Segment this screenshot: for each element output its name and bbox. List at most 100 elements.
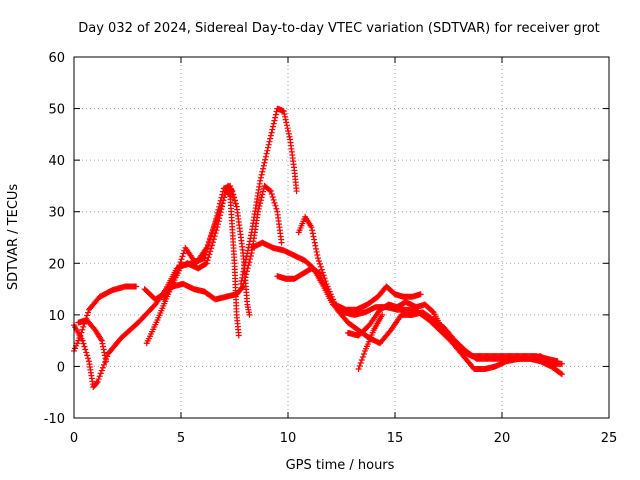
series-track-k xyxy=(344,298,565,373)
data-point xyxy=(205,238,212,245)
data-point xyxy=(232,200,239,207)
series-track-f xyxy=(160,182,240,303)
data-point xyxy=(98,367,105,374)
data-point xyxy=(270,120,277,127)
data-point xyxy=(93,379,100,386)
data-point xyxy=(284,125,291,132)
data-point xyxy=(308,224,315,231)
data-point xyxy=(356,362,363,369)
data-point xyxy=(258,171,265,178)
data-point xyxy=(309,230,316,237)
data-point xyxy=(83,349,90,356)
data-point xyxy=(80,340,87,347)
data-point xyxy=(235,332,242,339)
data-point xyxy=(273,205,280,212)
data-point xyxy=(237,280,244,287)
data-point xyxy=(81,343,88,350)
data-point xyxy=(267,135,274,142)
data-point xyxy=(265,141,272,148)
data-point xyxy=(207,232,214,239)
data-point xyxy=(238,277,245,284)
data-point xyxy=(212,220,219,227)
data-point xyxy=(267,132,274,139)
data-point xyxy=(100,361,107,368)
data-point xyxy=(263,150,270,157)
data-point xyxy=(269,126,276,133)
y-tick-label: 60 xyxy=(48,51,65,66)
data-point xyxy=(240,268,247,275)
data-point xyxy=(176,262,183,269)
data-point xyxy=(207,248,214,255)
data-point xyxy=(233,203,240,210)
x-tick-label: 20 xyxy=(494,431,511,446)
data-point xyxy=(239,274,246,281)
data-point xyxy=(255,208,262,215)
data-point xyxy=(260,165,267,172)
data-point xyxy=(313,245,320,252)
data-point xyxy=(317,263,324,270)
data-point xyxy=(558,360,565,367)
data-point xyxy=(316,260,323,267)
data-point xyxy=(82,346,89,353)
data-point xyxy=(293,188,300,195)
data-point xyxy=(283,122,290,129)
data-point xyxy=(242,256,249,263)
data-point xyxy=(270,196,277,203)
data-point xyxy=(80,323,87,330)
y-tick-label: 20 xyxy=(48,257,65,272)
data-point xyxy=(309,227,316,234)
x-tick-label: 5 xyxy=(177,431,185,446)
data-point xyxy=(357,359,364,366)
data-point xyxy=(265,144,272,151)
data-point xyxy=(203,260,210,267)
data-point xyxy=(217,205,224,212)
data-point xyxy=(100,346,107,353)
data-point xyxy=(259,191,266,198)
data-point xyxy=(223,188,230,195)
data-point xyxy=(272,202,279,209)
data-point xyxy=(94,378,101,385)
data-point xyxy=(319,269,326,276)
data-point xyxy=(285,128,292,135)
data-point xyxy=(84,352,91,359)
data-point xyxy=(95,376,102,383)
data-point xyxy=(266,187,273,194)
data-point xyxy=(266,138,273,145)
data-point xyxy=(259,168,266,175)
data-point xyxy=(97,370,104,377)
data-point xyxy=(205,254,212,261)
data-point xyxy=(271,117,278,124)
data-point xyxy=(313,248,320,255)
data-point xyxy=(101,352,108,359)
y-tick-label: -10 xyxy=(44,412,65,427)
data-point xyxy=(241,265,248,272)
data-point xyxy=(359,353,366,360)
data-point xyxy=(267,188,274,195)
data-point xyxy=(321,275,328,282)
data-point xyxy=(257,197,264,204)
tick-labels-layer: 0 5 10 15 20 25 -10 0 10 20 30 40 50 60 xyxy=(44,51,618,446)
data-point xyxy=(244,247,251,254)
data-point xyxy=(180,250,187,257)
data-point xyxy=(85,309,92,316)
data-point xyxy=(264,147,271,154)
data-point xyxy=(216,208,223,215)
data-point xyxy=(96,373,103,380)
data-point xyxy=(177,259,184,266)
data-point xyxy=(283,119,290,126)
x-axis-label: GPS time / hours xyxy=(286,458,395,473)
data-point xyxy=(247,235,254,242)
data-point xyxy=(282,113,289,120)
data-point xyxy=(206,235,213,242)
series-track-c xyxy=(75,317,110,365)
data-point xyxy=(315,257,322,264)
data-point xyxy=(355,366,362,373)
data-point xyxy=(210,226,217,233)
data-point xyxy=(271,199,278,206)
data-point xyxy=(103,358,110,365)
data-point xyxy=(262,156,269,163)
y-tick-label: 50 xyxy=(48,103,65,118)
data-point xyxy=(256,202,263,209)
data-point xyxy=(270,123,277,130)
